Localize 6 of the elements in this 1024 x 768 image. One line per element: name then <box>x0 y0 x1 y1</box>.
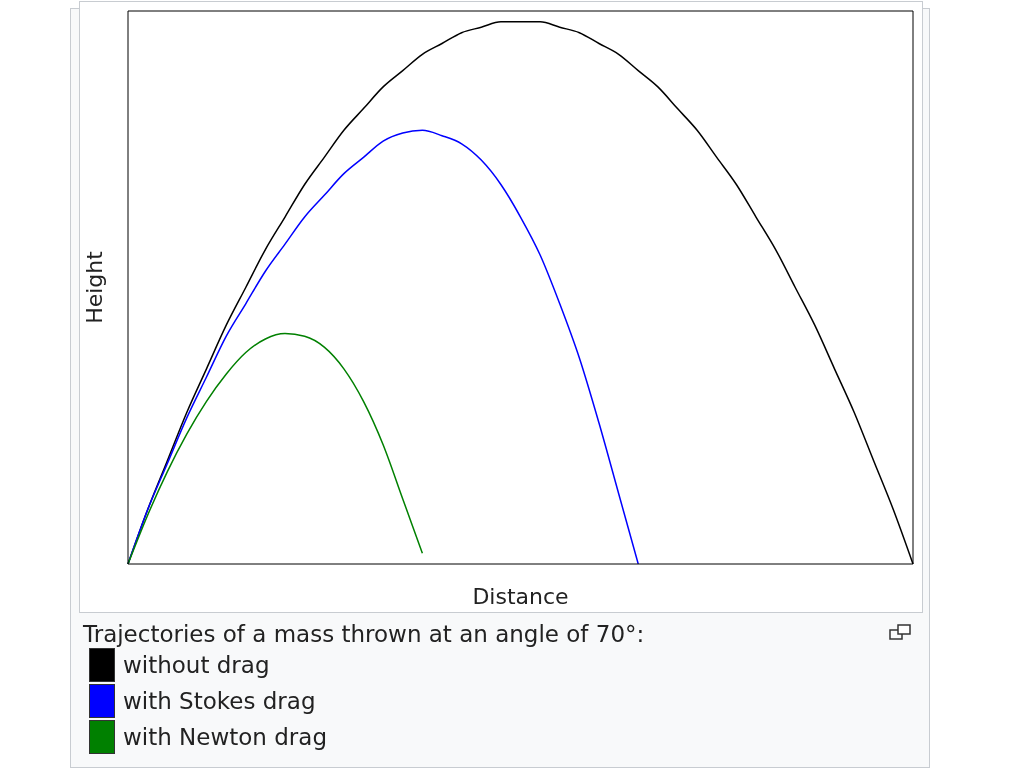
legend-label: without drag <box>123 652 270 678</box>
legend-label: with Newton drag <box>123 724 328 750</box>
legend-label: with Stokes drag <box>123 688 316 714</box>
x-axis-title: Distance <box>472 584 569 609</box>
text: Trajectories of a mass thrown at an angle of 70°: <box>83 621 645 647</box>
y-axis-title: Height <box>81 250 107 324</box>
